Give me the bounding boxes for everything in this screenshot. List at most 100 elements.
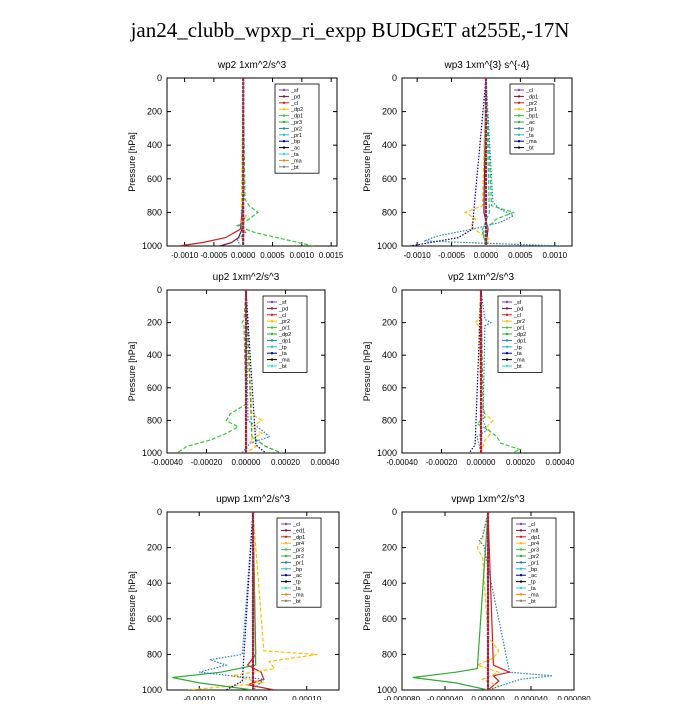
y-tick-label: 200 (147, 107, 162, 117)
y-tick-label: 1000 (377, 241, 397, 251)
legend-entry: _pd (278, 306, 288, 312)
y-tick-label: 1000 (142, 685, 162, 695)
x-tick-label: 0.000040 (514, 695, 548, 700)
legend-entry: _bt (527, 599, 536, 605)
y-tick-label: 0 (157, 73, 162, 83)
legend-marker (270, 358, 274, 361)
y-tick-label: 600 (382, 614, 397, 624)
legend-entry: _cl (290, 101, 298, 107)
series-line-dp1 (487, 512, 512, 690)
legend-entry: _ta (292, 586, 302, 592)
y-tick-label: 1000 (142, 448, 162, 458)
legend-marker (284, 554, 288, 558)
x-tick-label: -0.00040 (151, 458, 183, 467)
legend-marker (505, 364, 509, 368)
legend-marker (284, 586, 288, 590)
legend-entry: _pd (513, 306, 523, 312)
legend-marker (517, 127, 521, 130)
series-line-bp1 (423, 78, 562, 246)
legend-entry: _cl (513, 313, 521, 319)
y-tick-label: 800 (147, 207, 162, 217)
plot-frame (166, 77, 338, 247)
legend-marker (282, 152, 286, 156)
legend-marker (505, 339, 509, 342)
legend-marker (284, 580, 288, 583)
legend-entry: _ma (292, 592, 305, 598)
y-tick-label: 800 (147, 415, 162, 425)
legend-marker (519, 580, 523, 583)
x-tick-label: -0.0005 (200, 251, 228, 260)
chart-title: vpwp 1xm^2/s^3 (451, 494, 525, 505)
y-tick-label: 0 (157, 285, 162, 295)
legend-entry: _cl (292, 522, 300, 528)
legend-marker (284, 561, 288, 564)
legend-entry: _bt (292, 599, 301, 605)
legend-entry: _pr3 (527, 548, 539, 554)
y-tick-label: 800 (147, 649, 162, 659)
x-tick-label: 0.0005 (260, 251, 285, 260)
y-tick-label: 400 (382, 578, 397, 588)
legend-entry: _tp (278, 345, 287, 351)
series-line-pr1 (476, 290, 523, 453)
legend-marker (270, 300, 274, 304)
legend-entry: _ma (290, 158, 303, 164)
legend-marker (284, 574, 288, 577)
legend: _cl_ed1_dp1_pr4_pr3_pr2_pr1_bp_ac_tp_ta_… (276, 517, 322, 608)
chart-title: upwp 1xm^2/s^3 (216, 494, 290, 505)
y-tick-label: 1000 (377, 448, 397, 458)
legend-entry: _ta (525, 133, 535, 139)
x-tick-label: 0.0000 (231, 251, 256, 260)
series-group (178, 78, 314, 246)
x-tick-label: 0.00000 (232, 458, 261, 467)
series-line-pr2 (240, 78, 247, 246)
legend-marker (270, 313, 274, 316)
x-tick-label: 0.0000 (474, 251, 499, 260)
legend-marker (270, 352, 274, 355)
series-line-pr1 (172, 512, 257, 690)
series-line-ta (468, 290, 482, 453)
x-tick-label: -0.00010 (183, 695, 215, 700)
x-tick-label: -0.00040 (386, 458, 418, 467)
y-axis-label: Pressure [hPa] (127, 132, 137, 192)
legend-entry: _pr2 (292, 554, 304, 560)
y-tick-label: 0 (392, 73, 397, 83)
legend-marker (282, 108, 286, 111)
y-tick-label: 1000 (142, 241, 162, 251)
legend-marker (519, 561, 523, 564)
legend-marker (282, 133, 286, 136)
y-tick-label: 1000 (377, 685, 397, 695)
legend-entry: _tp (513, 345, 522, 351)
legend-marker (284, 599, 288, 602)
legend-entry: _pr1 (525, 107, 537, 113)
y-tick-label: 400 (382, 140, 397, 150)
y-axis-label: Pressure [hPa] (127, 342, 137, 402)
x-tick-label: 0.0005 (508, 251, 533, 260)
legend-marker (519, 529, 523, 532)
series-line-dp1 (245, 512, 275, 690)
series-line-tp (410, 78, 487, 246)
chart-panel-4: vp2 1xm^2/s^3 Pressure [hPa] 0 200 400 600 800… (362, 272, 575, 467)
chart-title: vp2 1xm^2/s^3 (448, 272, 515, 283)
legend-marker (519, 542, 523, 545)
y-tick-label: 0 (157, 507, 162, 517)
y-tick-label: 600 (147, 383, 162, 393)
legend-entry: _ma (527, 592, 540, 598)
legend-entry: _bt (513, 364, 522, 370)
legend-marker (270, 320, 274, 323)
series-line-bp (236, 78, 247, 246)
y-tick-label: 200 (382, 543, 397, 553)
series-line-pr2 (474, 290, 494, 453)
y-tick-label: 200 (382, 107, 397, 117)
legend-box (509, 83, 555, 155)
series-line-tp (476, 290, 493, 453)
series-line-pr2 (475, 512, 501, 690)
legend-entry: _ta (513, 351, 523, 357)
series-line-tp (225, 512, 254, 690)
legend-marker (284, 567, 288, 570)
x-tick-label: -0.0010 (171, 251, 199, 260)
legend: _cl_dp1_pr2_pr1_bp1_ac_tp_ta_ma_bt (509, 83, 555, 155)
legend-marker (505, 326, 509, 329)
legend-marker (517, 108, 521, 111)
x-tick-label: 0.0015 (319, 251, 344, 260)
